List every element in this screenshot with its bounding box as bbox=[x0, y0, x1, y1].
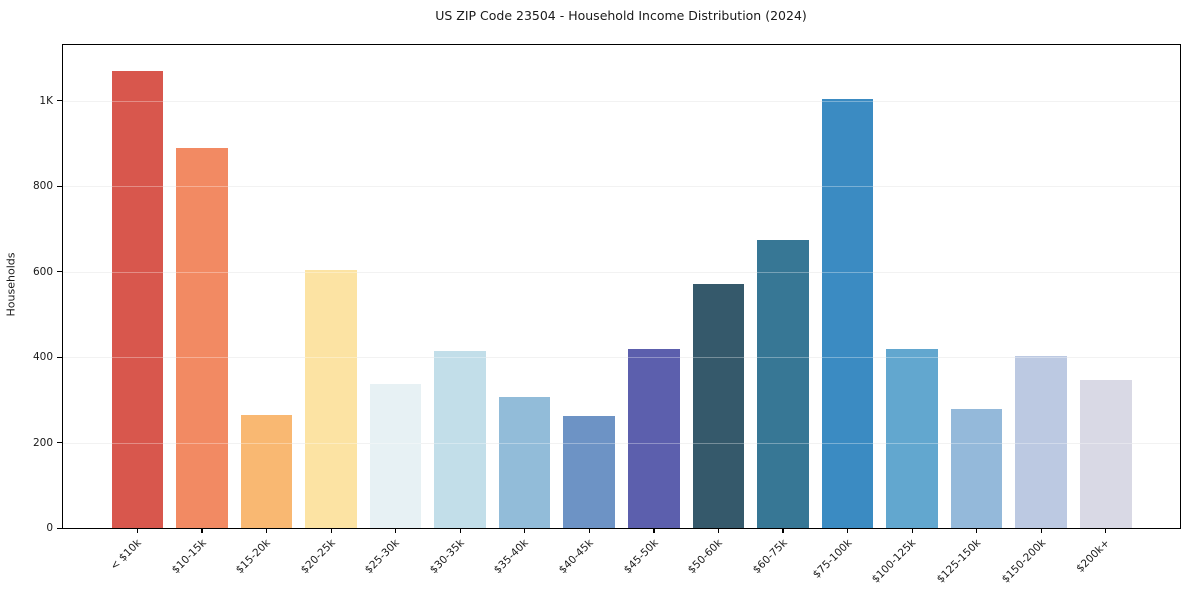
x-tick-label: $15-20k bbox=[233, 537, 273, 577]
x-tick-label: $75-100k bbox=[810, 537, 854, 581]
x-tick-label: $150-200k bbox=[999, 537, 1048, 586]
bar bbox=[757, 239, 809, 528]
bar bbox=[498, 396, 551, 528]
x-tick-label: $60-75k bbox=[750, 537, 790, 577]
y-tick-label: 600 bbox=[32, 265, 53, 278]
y-tick bbox=[57, 527, 62, 529]
x-tick-label: $10-15k bbox=[169, 537, 209, 577]
x-tick-label: < $10k bbox=[108, 537, 144, 573]
bar bbox=[950, 408, 1003, 528]
x-tick bbox=[395, 528, 397, 533]
gridline-overlay bbox=[63, 100, 1180, 102]
x-tick-label: $125-150k bbox=[934, 537, 984, 586]
gridline bbox=[63, 357, 1180, 359]
x-tick-label: $200k+ bbox=[1074, 537, 1113, 575]
x-tick bbox=[782, 528, 784, 533]
x-tick bbox=[459, 528, 461, 533]
bar bbox=[305, 269, 357, 528]
y-tick bbox=[57, 185, 62, 187]
bar bbox=[692, 283, 745, 528]
y-tick-label: 400 bbox=[32, 351, 53, 364]
bar bbox=[1079, 380, 1132, 528]
bar bbox=[1015, 356, 1067, 528]
bar bbox=[821, 98, 874, 528]
x-tick bbox=[653, 528, 655, 533]
y-tick-label: 200 bbox=[32, 436, 53, 449]
x-tick-label: $100-125k bbox=[869, 537, 919, 586]
gridline bbox=[63, 442, 1180, 444]
plot-area: 0 200 400 600 800 1K < $10k $10-15k $15-20k $20-2… bbox=[33, 44, 1181, 586]
bar bbox=[240, 414, 293, 528]
chart-title: US ZIP Code 23504 - Household Income Dis… bbox=[435, 8, 807, 23]
y-tick-label: 0 bbox=[46, 522, 53, 534]
bar bbox=[886, 348, 938, 528]
y-tick bbox=[57, 356, 62, 358]
y-tick-label: 800 bbox=[32, 180, 53, 193]
x-tick-label: $45-50k bbox=[621, 537, 661, 577]
x-tick bbox=[588, 528, 590, 533]
x-tick-label: $50-60k bbox=[685, 537, 725, 577]
x-tick bbox=[136, 528, 139, 533]
x-tick bbox=[911, 528, 913, 533]
gridline-overlay bbox=[63, 186, 1180, 188]
y-tick bbox=[57, 442, 62, 444]
y-tick-label: 1K bbox=[39, 94, 53, 107]
gridline-overlay bbox=[63, 442, 1180, 444]
x-tick bbox=[1105, 528, 1107, 533]
gridline bbox=[63, 271, 1180, 273]
y-tick bbox=[57, 100, 62, 102]
gridline bbox=[63, 186, 1180, 188]
x-tick bbox=[265, 528, 268, 533]
y-axis-title: Households bbox=[4, 252, 18, 317]
bar bbox=[369, 384, 422, 528]
x-tick bbox=[524, 528, 526, 533]
y-tick bbox=[57, 271, 62, 273]
bar bbox=[563, 416, 616, 528]
bar bbox=[111, 70, 164, 528]
x-tick bbox=[201, 528, 203, 533]
bar bbox=[176, 147, 228, 528]
x-tick-label: $35-40k bbox=[492, 537, 532, 577]
x-tick-label: $30-35k bbox=[427, 537, 467, 577]
x-tick bbox=[330, 528, 332, 533]
x-tick-label: $40-45k bbox=[556, 537, 596, 577]
gridline bbox=[63, 100, 1180, 102]
bar bbox=[628, 349, 680, 528]
x-tick bbox=[1040, 528, 1042, 533]
gridline-overlay bbox=[63, 357, 1180, 359]
gridline-overlay bbox=[63, 271, 1180, 273]
x-tick-label: $20-25k bbox=[298, 537, 338, 577]
x-tick bbox=[976, 528, 978, 533]
x-tick bbox=[717, 528, 720, 533]
x-tick bbox=[847, 528, 849, 533]
x-tick-label: $25-30k bbox=[362, 537, 402, 577]
bar bbox=[434, 350, 486, 528]
